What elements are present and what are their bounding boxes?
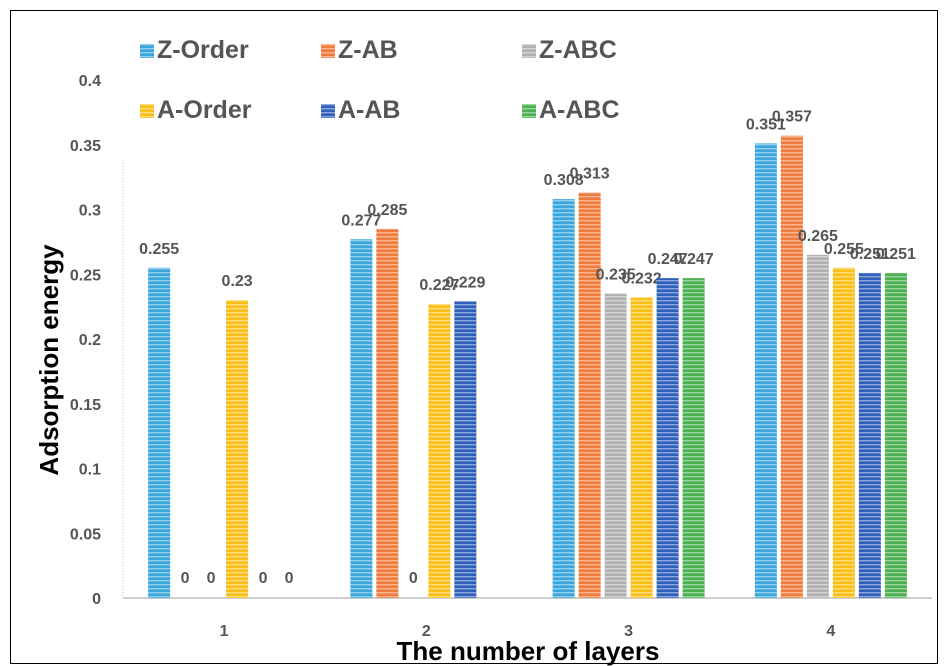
y-tick-label: 0.3: [79, 203, 101, 220]
x-tick-label: 3: [624, 623, 633, 640]
y-tick-label: 0: [92, 591, 101, 608]
bar-texture: [630, 297, 653, 598]
data-label: 0.277: [341, 212, 381, 229]
legend-label: Z-AB: [338, 36, 398, 64]
legend-swatch-texture: [522, 44, 536, 58]
y-axis-title: Adsorption energy: [34, 244, 64, 476]
bar-texture: [428, 304, 451, 598]
y-tick-label: 0.25: [70, 267, 101, 284]
bar-texture: [884, 272, 907, 598]
bar-texture: [806, 254, 829, 598]
data-label: 0.265: [798, 228, 838, 245]
data-label: 0: [409, 570, 418, 587]
legend-swatch-texture: [321, 44, 335, 58]
legend-label: A-ABC: [539, 96, 620, 124]
bar-texture: [682, 278, 705, 598]
data-label: 0.227: [419, 277, 459, 294]
bar-texture: [454, 301, 477, 598]
bar-texture: [656, 278, 679, 598]
bar-texture: [604, 293, 627, 598]
data-label: 0.232: [622, 271, 662, 288]
legend-swatch-texture: [140, 44, 154, 58]
data-label: 0.255: [824, 241, 864, 258]
data-label: 0.251: [850, 246, 890, 263]
legend-label: A-Order: [157, 96, 252, 124]
y-tick-label: 0.35: [70, 138, 101, 155]
data-label: 0.235: [596, 267, 636, 284]
x-tick-label: 4: [826, 623, 835, 640]
legend-swatch-texture: [321, 104, 335, 118]
legend-label: A-AB: [338, 96, 401, 124]
bar-texture: [754, 143, 777, 598]
y-tick-label: 0.2: [79, 332, 101, 349]
bar-texture: [226, 300, 249, 598]
bar-texture: [832, 267, 855, 598]
data-label: 0: [181, 570, 190, 587]
data-label: 0.313: [570, 166, 610, 183]
data-label: 0.351: [746, 116, 786, 133]
bar-texture: [552, 199, 575, 598]
x-tick-label: 1: [220, 623, 229, 640]
data-label: 0.23: [222, 273, 253, 290]
x-tick-label: 2: [422, 623, 431, 640]
legend-label: Z-ABC: [539, 36, 617, 64]
data-label: 0.308: [544, 172, 584, 189]
data-label: 0.247: [648, 251, 688, 268]
data-label: 0.255: [139, 241, 179, 258]
data-label: 0: [207, 570, 216, 587]
data-label: 0.357: [772, 109, 812, 126]
data-label: 0: [259, 570, 268, 587]
legend-swatch-texture: [522, 104, 536, 118]
bar-texture: [350, 239, 373, 598]
bar-texture: [578, 192, 601, 599]
data-label: 0.247: [674, 251, 714, 268]
bar-texture: [148, 267, 171, 598]
legend-label: Z-Order: [157, 36, 249, 64]
y-tick-label: 0.05: [70, 526, 101, 543]
x-axis-title: The number of layers: [397, 636, 660, 666]
y-tick-label: 0.1: [79, 462, 101, 479]
bar-texture: [376, 228, 399, 599]
y-tick-label: 0.4: [79, 73, 101, 90]
y-tick-label: 0.15: [70, 397, 101, 414]
data-label: 0.285: [367, 202, 407, 219]
bar-texture: [858, 272, 881, 598]
data-label: 0.251: [876, 246, 916, 263]
bar-texture: [780, 135, 803, 598]
legend-swatch-texture: [140, 104, 154, 118]
data-label: 0.229: [445, 274, 485, 291]
data-label: 0: [285, 570, 294, 587]
